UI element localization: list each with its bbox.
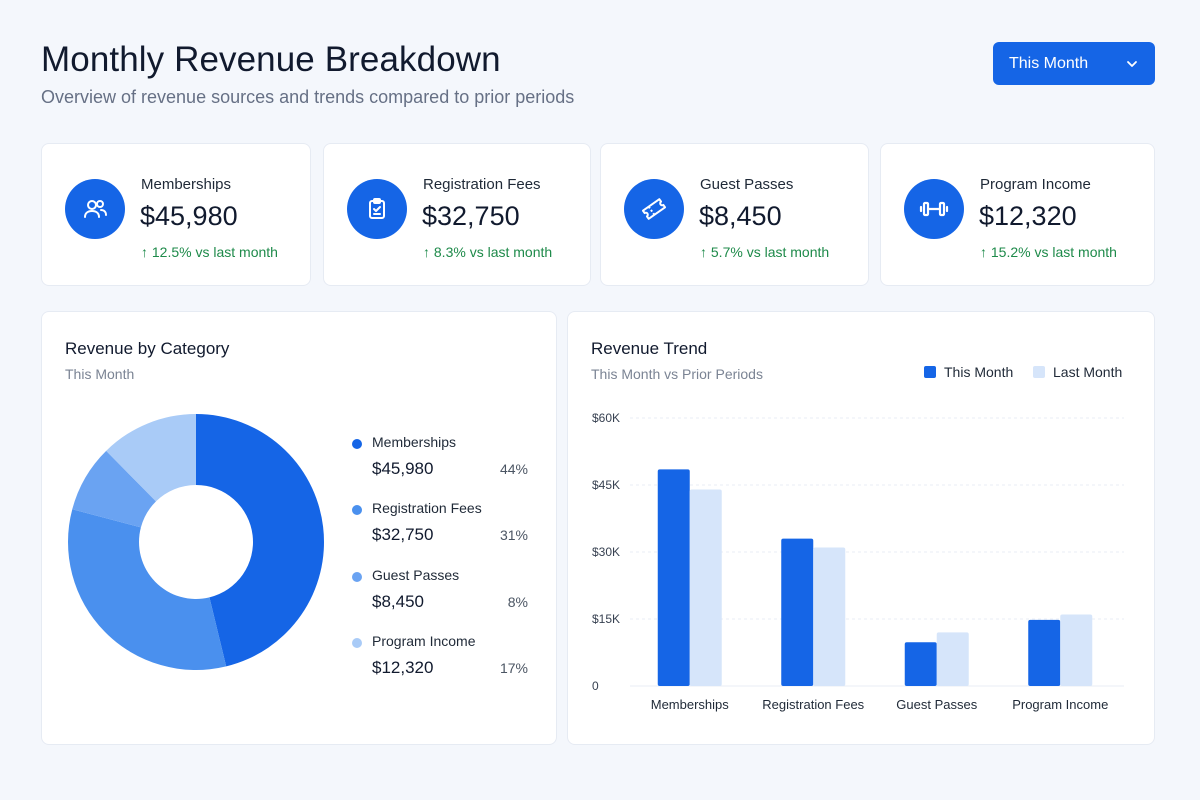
legend-value: $32,750 xyxy=(372,525,434,544)
page-title: Monthly Revenue Breakdown xyxy=(41,40,501,79)
kpi-label: Program Income xyxy=(980,176,1091,193)
bar-this-month-program-income xyxy=(1028,619,1061,686)
legend-value: $12,320 xyxy=(372,658,434,677)
kpi-change: ↑ 12.5% vs last month xyxy=(141,244,278,260)
kpi-value: $12,320 xyxy=(979,201,1077,231)
legend-label: This Month xyxy=(944,364,1014,380)
donut-slice-guest-passes xyxy=(72,450,156,528)
kpi-change: ↑ 8.3% vs last month xyxy=(423,244,553,260)
x-tick-label: Memberships xyxy=(651,697,730,712)
donut-slice-memberships xyxy=(196,414,325,667)
users-icon xyxy=(65,179,125,239)
bar-this-month-registration-fees xyxy=(781,538,814,686)
legend-percent: 44% xyxy=(499,461,528,477)
y-tick-label: 0 xyxy=(592,679,599,693)
clipboard-icon xyxy=(347,179,407,239)
y-tick-label: $15K xyxy=(592,612,620,626)
legend-percent: 8% xyxy=(507,594,528,610)
trend-panel: Revenue Trend This Month vs Prior Period… xyxy=(567,311,1155,745)
category-panel-subtitle: This Month xyxy=(65,366,135,382)
kpi-label: Guest Passes xyxy=(700,176,794,193)
legend-name: Memberships xyxy=(372,434,457,450)
page-subtitle: Overview of revenue sources and trends c… xyxy=(41,87,575,107)
category-panel: Revenue by Category This Month Membershi… xyxy=(41,311,557,745)
period-select-value: This Month xyxy=(1009,54,1089,72)
trend-panel-subtitle: This Month vs Prior Periods xyxy=(591,366,763,382)
kpi-card-program-income: Program Income $12,320 ↑ 15.2% vs last m… xyxy=(880,143,1155,286)
bar-this-month-memberships xyxy=(657,469,690,686)
legend-name: Guest Passes xyxy=(372,567,460,583)
kpi-card-memberships: Memberships $45,980 ↑ 12.5% vs last mont… xyxy=(41,143,311,286)
kpi-value: $45,980 xyxy=(140,201,238,231)
chevron-down-icon xyxy=(1127,60,1137,67)
kpi-label: Registration Fees xyxy=(423,176,541,193)
legend-value: $8,450 xyxy=(372,592,424,611)
donut-slice-registration-fees xyxy=(67,509,227,670)
bar-last-month-memberships xyxy=(689,489,722,686)
legend-dot xyxy=(352,572,362,582)
kpi-card-guest-passes: Guest Passes $8,450 ↑ 5.7% vs last month xyxy=(600,143,869,286)
kpi-change: ↑ 5.7% vs last month xyxy=(700,244,830,260)
period-select[interactable]: This Month xyxy=(993,42,1155,85)
legend-name: Program Income xyxy=(372,633,476,649)
bar-last-month-registration-fees xyxy=(813,547,846,686)
y-tick-label: $45K xyxy=(592,478,620,492)
legend-percent: 31% xyxy=(499,527,528,543)
legend-swatch xyxy=(1033,366,1045,378)
legend-name: Registration Fees xyxy=(372,500,482,516)
kpi-card-registration-fees: Registration Fees $32,750 ↑ 8.3% vs last… xyxy=(323,143,591,286)
bar-last-month-guest-passes xyxy=(936,632,969,686)
kpi-change: ↑ 15.2% vs last month xyxy=(980,244,1117,260)
y-tick-label: $60K xyxy=(592,411,620,425)
kpi-value: $32,750 xyxy=(422,201,520,231)
trend-legend-this-month: This Month xyxy=(924,364,1013,380)
bar-chart: 0 $15K $30K $45K $60K Memberships Registration… xyxy=(592,411,1124,712)
legend-dot xyxy=(352,505,362,515)
legend-label: Last Month xyxy=(1053,364,1123,380)
legend-swatch xyxy=(924,366,936,378)
dumbbell-icon xyxy=(904,179,964,239)
bar-this-month-guest-passes xyxy=(904,642,937,686)
ticket-icon xyxy=(624,179,684,239)
donut-chart xyxy=(67,414,325,670)
trend-panel-title: Revenue Trend xyxy=(591,339,708,358)
x-tick-label: Program Income xyxy=(1012,697,1108,712)
x-tick-label: Guest Passes xyxy=(896,697,977,712)
bar-last-month-program-income xyxy=(1060,614,1093,686)
category-panel-title: Revenue by Category xyxy=(65,339,230,358)
y-tick-label: $30K xyxy=(592,545,620,559)
kpi-label: Memberships xyxy=(141,176,232,193)
legend-dot xyxy=(352,638,362,648)
legend-percent: 17% xyxy=(499,660,528,676)
trend-legend-last-month: Last Month xyxy=(1033,364,1122,380)
donut-slice-program-income xyxy=(106,414,196,502)
legend-dot xyxy=(352,439,362,449)
x-tick-label: Registration Fees xyxy=(762,697,864,712)
kpi-value: $8,450 xyxy=(699,201,782,231)
legend-value: $45,980 xyxy=(372,459,434,478)
